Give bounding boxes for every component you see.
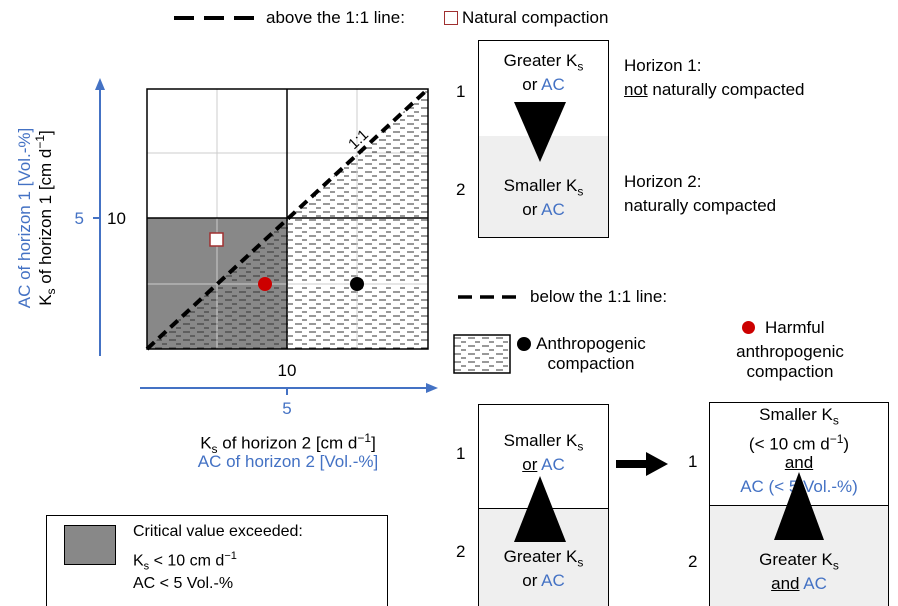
svg-text:AC of horizon 1 [Vol.-%]: AC of horizon 1 [Vol.-%] xyxy=(15,128,34,308)
anthro-bot-ac: or AC xyxy=(522,571,565,590)
y-tick-ac: 5 xyxy=(75,209,84,228)
anthro-horizon-1-number: 1 xyxy=(456,444,466,463)
critical-legend-ks: Ks < 10 cm d−1 xyxy=(133,550,237,573)
natural-bot-ac: or AC xyxy=(522,200,565,219)
harmful-horizon-1: Smaller Ks (< 10 cm d−1) and AC (< 5 Vol… xyxy=(710,403,888,506)
right-arrow-icon xyxy=(616,452,668,476)
natural-compaction-square-icon xyxy=(444,11,458,25)
harmful-label-2: anthropogenic compaction xyxy=(736,342,844,381)
natural-bot-ks: Smaller Ks xyxy=(503,176,584,199)
anthro-bot-ks: Greater Ks xyxy=(503,547,584,570)
anthro-top-ac: or AC xyxy=(522,455,565,474)
above-line-label: above the 1:1 line: xyxy=(266,8,405,27)
anthro-horizon-2: Greater Ks or AC xyxy=(479,509,608,606)
critical-legend-title: Critical value exceeded: xyxy=(133,523,303,540)
harmful-bot-ks: Greater Ks xyxy=(759,550,839,573)
natural-compaction-label: Natural compaction xyxy=(462,8,609,27)
harmful-horizon-1-number: 1 xyxy=(688,452,698,471)
y-axis-arrow-icon xyxy=(95,78,105,90)
critical-swatch xyxy=(64,525,116,565)
anthro-horizon-2-number: 2 xyxy=(456,542,466,561)
natural-top-ks: Greater Ks xyxy=(503,51,584,74)
horizon-2-desc: naturally compacted xyxy=(624,196,777,215)
dashed-line-below-legend-icon xyxy=(458,295,522,299)
x-axis-arrow-icon xyxy=(426,383,438,393)
harmful-bot-ac: and AC xyxy=(771,574,827,593)
harmful-dot-icon xyxy=(742,321,755,334)
anthropogenic-label: Anthropogenic compaction xyxy=(536,334,646,373)
anthropogenic-compaction-point xyxy=(350,277,364,291)
natural-compaction-point xyxy=(209,232,224,247)
svg-text:Ks of horizon 1 [cm d−1]: Ks of horizon 1 [cm d−1] xyxy=(33,130,58,306)
up-arrow-harmful-icon xyxy=(774,472,824,540)
x-tick-ks: 10 xyxy=(278,361,297,380)
anthro-top-ks: Smaller Ks xyxy=(503,431,584,454)
critical-legend-box: Critical value exceeded: Ks < 10 cm d−1 … xyxy=(46,515,388,606)
anthropogenic-compaction-box: Smaller Ks or AC Greater Ks or AC xyxy=(478,404,609,606)
harmful-top-ks-threshold: (< 10 cm d−1) xyxy=(748,432,850,454)
critical-legend-ac: AC < 5 Vol.-% xyxy=(133,575,234,592)
natural-top-ac: or AC xyxy=(522,75,565,94)
y-axis-label-blue: AC of horizon 1 [Vol.-%] xyxy=(15,128,34,308)
dashed-line-legend-icon xyxy=(174,16,260,20)
harmful-top-and: and xyxy=(784,453,814,472)
harmful-label-1: Harmful xyxy=(765,318,825,337)
x-tick-ac: 5 xyxy=(282,399,291,418)
horizon-1-desc: not naturally compacted xyxy=(624,80,805,99)
below-line-label: below the 1:1 line: xyxy=(530,287,668,306)
harmful-horizon-2: Greater Ks and AC xyxy=(710,506,888,606)
natural-horizon-2-number: 2 xyxy=(456,180,466,199)
y-axis-label-black: Ks of horizon 1 [cm d−1] xyxy=(33,130,58,306)
ks-ac-plot: 1:1 5 10 10 5 AC of horizon 1 [Vol.-%] K… xyxy=(15,78,438,418)
harmful-horizon-2-number: 2 xyxy=(688,552,698,571)
harmful-top-ks: Smaller Ks xyxy=(759,405,839,428)
down-arrow-icon xyxy=(514,102,566,162)
anthropogenic-dot-icon xyxy=(517,337,531,351)
x-axis-label-black: Ks of horizon 2 [cm d−1] xyxy=(200,431,376,457)
horizon-1-title: Horizon 1: xyxy=(624,56,702,75)
harmful-compaction-box: Smaller Ks (< 10 cm d−1) and AC (< 5 Vol… xyxy=(709,402,889,606)
horizon-2-title: Horizon 2: xyxy=(624,172,702,191)
x-axis-label-blue: AC of horizon 2 [Vol.-%] xyxy=(197,452,379,471)
harmful-compaction-point xyxy=(258,277,272,291)
up-arrow-icon xyxy=(514,476,566,542)
natural-horizon-1-number: 1 xyxy=(456,82,466,101)
hatched-swatch-icon xyxy=(453,334,511,374)
y-tick-ks: 10 xyxy=(107,209,126,228)
